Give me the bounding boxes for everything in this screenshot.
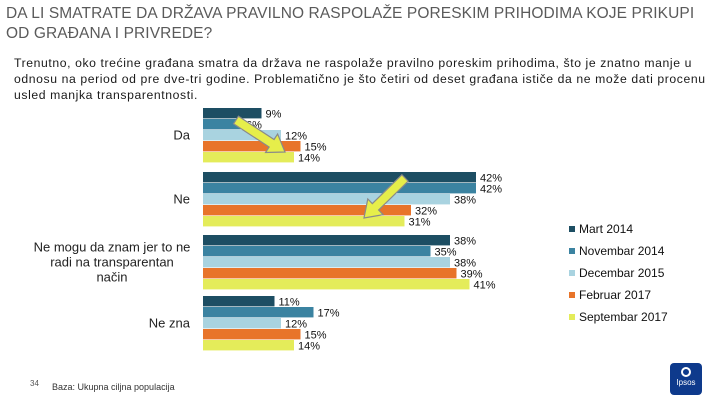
category-label: Ne zna xyxy=(149,316,191,331)
data-label: 38% xyxy=(454,195,476,207)
data-label: 32% xyxy=(415,206,437,218)
base-note: Baza: Ukupna ciljna populacija xyxy=(52,382,175,392)
bar xyxy=(203,340,294,351)
data-label: 39% xyxy=(461,269,483,281)
legend-label: Februar 2017 xyxy=(579,288,651,302)
data-label: 9% xyxy=(266,109,282,121)
bar xyxy=(203,318,281,329)
legend-label: Novembar 2014 xyxy=(579,244,665,258)
legend-swatch xyxy=(569,248,575,254)
bar xyxy=(203,172,476,183)
data-label: 17% xyxy=(318,308,340,320)
data-label: 12% xyxy=(285,319,307,331)
bar xyxy=(203,246,431,257)
page-number: 34 xyxy=(30,379,39,388)
bar xyxy=(203,307,314,318)
annotation-arrow xyxy=(232,115,286,154)
bar xyxy=(203,257,450,268)
legend-swatch xyxy=(569,226,575,232)
bar xyxy=(203,119,242,130)
data-label: 11% xyxy=(279,297,300,309)
bar xyxy=(203,268,457,279)
bar xyxy=(203,130,281,141)
ipsos-logo: Ipsos xyxy=(670,363,702,395)
data-label: 15% xyxy=(305,330,327,342)
category-label: Ne xyxy=(173,192,190,207)
category-label: radi na transparentan xyxy=(50,255,174,270)
data-label: 12% xyxy=(285,131,307,143)
bar xyxy=(203,141,301,152)
page-title: DA LI SMATRATE DA DRŽAVA PRAVILNO RASPOL… xyxy=(6,5,695,42)
legend-swatch xyxy=(569,292,575,298)
legend-label: Decembar 2015 xyxy=(579,266,665,280)
logo-circle-icon xyxy=(681,367,691,377)
data-label: 42% xyxy=(480,173,502,185)
data-label: 41% xyxy=(474,280,496,292)
annotation-arrow xyxy=(363,173,409,219)
bar xyxy=(203,279,470,290)
data-label: 15% xyxy=(305,142,327,154)
data-label: 35% xyxy=(435,247,457,259)
category-label: Ne mogu da znam jer to ne xyxy=(34,240,191,255)
legend-swatch xyxy=(569,270,575,276)
bar xyxy=(203,183,476,194)
legend-swatch xyxy=(569,314,575,320)
bar xyxy=(203,108,262,119)
legend-label: Septembar 2017 xyxy=(579,310,668,324)
bar xyxy=(203,205,411,216)
data-label: 31% xyxy=(409,217,431,229)
bar xyxy=(203,152,294,163)
category-label: Da xyxy=(173,128,190,143)
bar xyxy=(203,216,405,227)
bar xyxy=(203,296,275,307)
category-label: način xyxy=(96,270,127,285)
page-subtitle: Trenutno, oko trećine građana smatra da … xyxy=(14,56,706,102)
bar xyxy=(203,194,450,205)
data-label: 14% xyxy=(298,153,320,165)
annotation-arrows xyxy=(232,115,409,219)
data-label: 38% xyxy=(454,258,476,270)
data-label: 42% xyxy=(480,184,502,196)
data-label: 38% xyxy=(454,236,476,248)
legend-label: Mart 2014 xyxy=(579,222,633,236)
data-label: 14% xyxy=(298,341,320,353)
logo-text: Ipsos xyxy=(676,378,696,387)
bar xyxy=(203,235,450,246)
bar xyxy=(203,329,301,340)
